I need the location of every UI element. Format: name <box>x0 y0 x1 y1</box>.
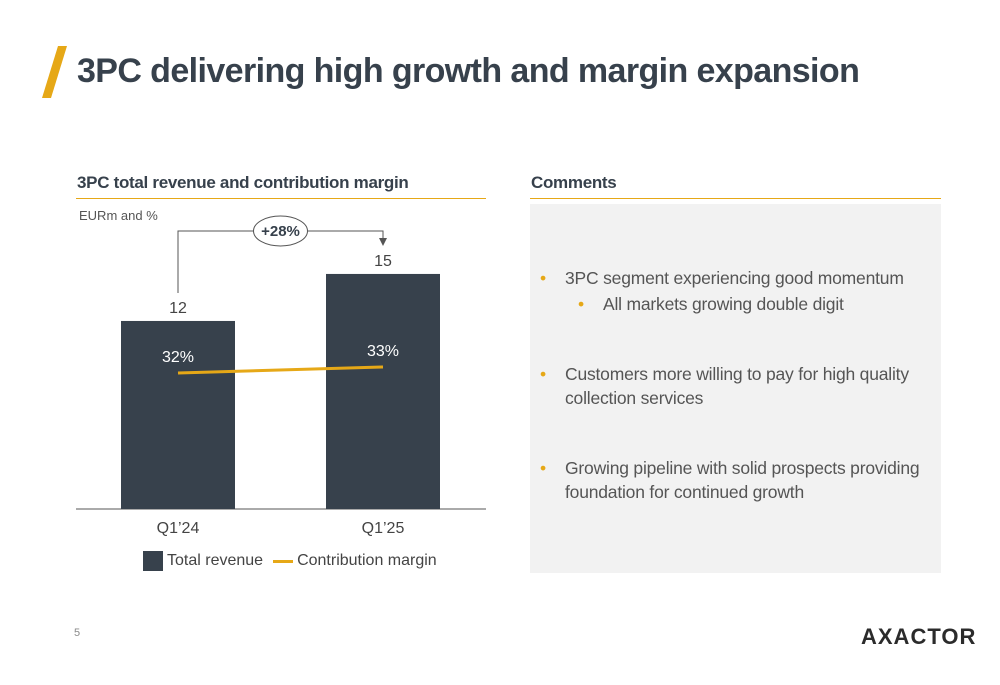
title-accent-slash <box>42 46 67 98</box>
chart-section-heading: 3PC total revenue and contribution margi… <box>77 173 409 192</box>
x-tick-label-q1-24: Q1’24 <box>157 520 200 537</box>
comment-bullet-willing-to-pay: Customers more willing to pay for high q… <box>540 362 935 410</box>
x-tick-label-q1-25: Q1’25 <box>362 520 405 537</box>
legend-label-contribution-margin: Contribution margin <box>297 552 437 569</box>
bar-value-label-q1-24: 12 <box>169 300 187 317</box>
contribution-margin-line <box>177 365 384 375</box>
comment-bullet-pipeline: Growing pipeline with solid prospects pr… <box>540 456 935 504</box>
chart-section-divider <box>76 198 486 199</box>
axactor-logo: AXACTOR <box>861 624 977 649</box>
comment-subbullet-double-digit: All markets growing double digit <box>578 292 935 316</box>
page-number: 5 <box>74 627 81 639</box>
chart-unit-label: EURm and % <box>79 208 158 223</box>
margin-label-q1-25: 33% <box>367 343 399 360</box>
bar-total-revenue-q1-24 <box>121 320 235 509</box>
growth-percentage-label: +28% <box>261 223 300 240</box>
growth-arrowhead <box>379 238 387 246</box>
bar-total-revenue-q1-25 <box>326 273 440 509</box>
chart-legend: Total revenue Contribution margin <box>143 551 437 571</box>
comments-list: 3PC segment experiencing good momentum A… <box>540 266 935 504</box>
slide-title: 3PC delivering high growth and margin ex… <box>77 52 860 90</box>
revenue-margin-chart: 12 15 32% 33% Q1’24 Q1’25 +28% <box>76 215 486 537</box>
comment-bullet-momentum: 3PC segment experiencing good momentum <box>540 266 935 290</box>
legend-swatch-contribution-margin <box>273 559 294 563</box>
margin-label-q1-24: 32% <box>162 349 194 366</box>
bar-value-label-q1-25: 15 <box>374 253 392 270</box>
comments-section-heading: Comments <box>531 173 617 192</box>
legend-swatch-total-revenue <box>143 551 163 571</box>
growth-bubble <box>253 215 308 247</box>
comments-section-divider <box>530 198 941 199</box>
legend-label-total-revenue: Total revenue <box>167 552 264 569</box>
